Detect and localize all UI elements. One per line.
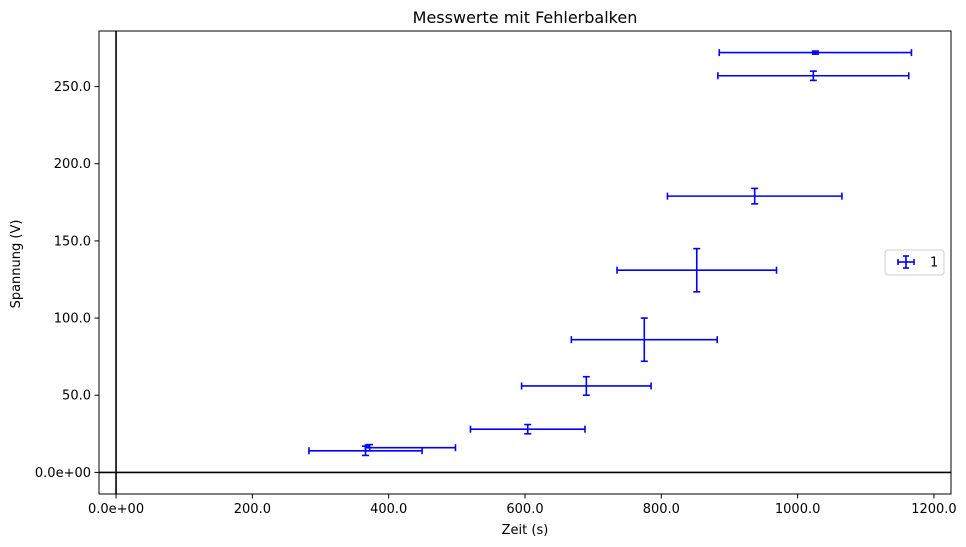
y-tick-label: 200.0 [54,157,91,172]
x-tick-label: 200.0 [234,502,271,517]
x-axis-title: Zeit (s) [502,523,549,538]
x-tick-label: 1000.0 [775,502,821,517]
x-tick-label: 800.0 [643,502,680,517]
plot-area [98,30,952,495]
error-bar-point [717,70,910,82]
y-tick-label: 150.0 [54,234,91,249]
y-axis-ticks: 0.0e+00 50.0 100.0 150.0 200.0 250.0 [35,80,99,481]
error-bar-point [616,247,778,293]
chart-title: Messwerte mit Fehlerbalken [413,8,638,27]
error-bar-point [570,317,719,363]
error-bar-point [364,444,457,452]
y-tick-label: 100.0 [54,312,91,327]
x-axis-ticks: 0.0e+00 200.0 400.0 600.0 800.0 1000.0 1200.0 [88,494,957,517]
y-tick-label: 250.0 [54,80,91,95]
error-bar-point [469,423,586,435]
error-bar-point [666,187,843,205]
error-bar-point [718,49,913,57]
error-bar-point [520,375,652,397]
y-tick-label: 0.0e+00 [35,466,91,481]
x-tick-label: 0.0e+00 [88,502,144,517]
y-tick-label: 50.0 [62,389,91,404]
y-axis-title: Spannung (V) [9,220,24,309]
x-tick-label: 1200.0 [911,502,957,517]
legend: 1 [884,249,945,276]
legend-label: 1 [930,256,938,271]
x-tick-label: 600.0 [506,502,543,517]
x-tick-label: 400.0 [370,502,407,517]
